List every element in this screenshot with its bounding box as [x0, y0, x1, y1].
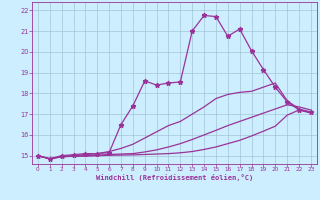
X-axis label: Windchill (Refroidissement éolien,°C): Windchill (Refroidissement éolien,°C) — [96, 174, 253, 181]
